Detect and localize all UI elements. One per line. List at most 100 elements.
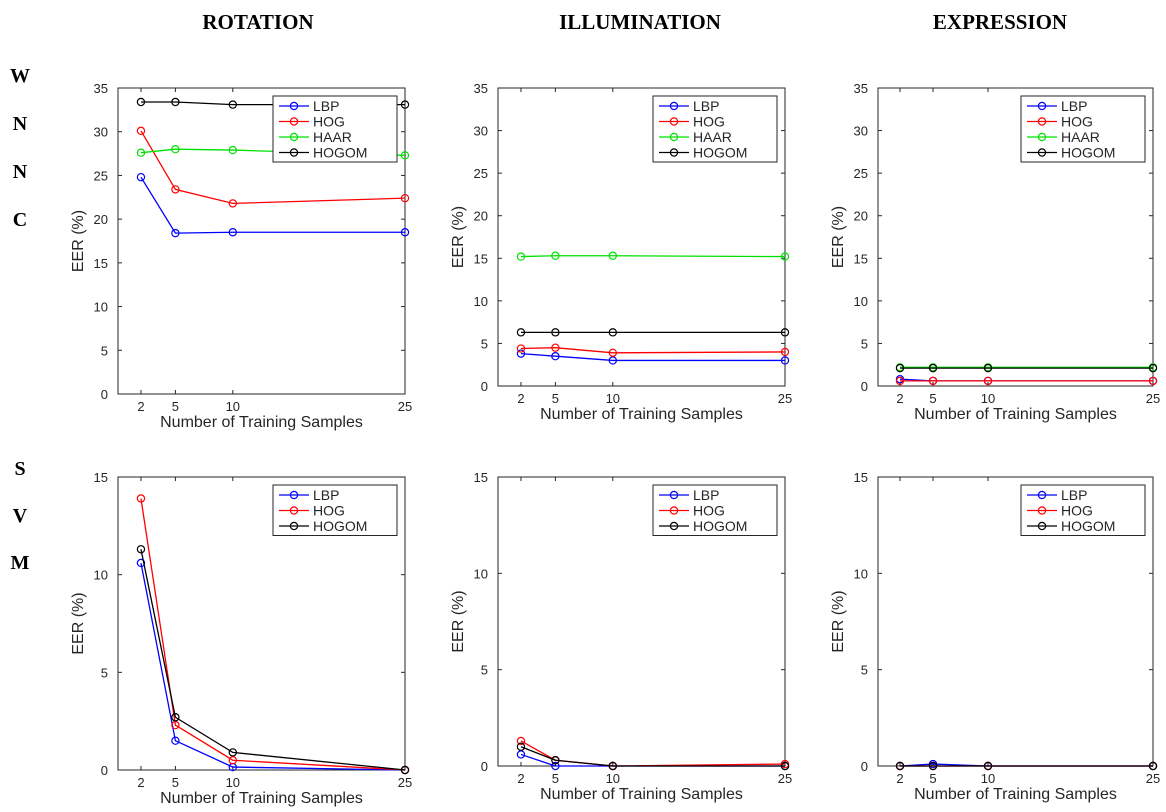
y-tick-label: 10 bbox=[854, 566, 868, 581]
data-point-hogom bbox=[608, 328, 618, 337]
legend-label-hogom: HOGOM bbox=[313, 145, 367, 161]
data-point-hogom bbox=[551, 328, 560, 337]
legend-label-hog: HOG bbox=[693, 503, 725, 519]
x-tick-label: 5 bbox=[929, 771, 936, 786]
y-tick-label: 25 bbox=[94, 168, 108, 183]
series-line-haar bbox=[520, 255, 786, 258]
x-axis-label: Number of Training Samples bbox=[540, 786, 743, 803]
y-tick-label: 0 bbox=[481, 759, 488, 774]
x-tick-label: 2 bbox=[517, 771, 524, 786]
legend-marker-haar bbox=[289, 132, 299, 142]
y-tick-label: 30 bbox=[854, 124, 868, 139]
x-tick-label: 25 bbox=[398, 775, 412, 790]
legend-label-hogom: HOGOM bbox=[693, 518, 747, 534]
legend-box bbox=[1020, 95, 1146, 163]
data-point-lbp bbox=[551, 352, 560, 361]
y-axis-label: EER (%) bbox=[830, 206, 847, 268]
data-point-hogom bbox=[895, 363, 905, 373]
row-label-letter: M bbox=[10, 552, 30, 574]
y-tick-label: 5 bbox=[481, 336, 488, 351]
y-tick-label: 10 bbox=[474, 294, 488, 309]
legend-marker-hogom bbox=[1037, 521, 1047, 531]
legend-marker-hog bbox=[289, 506, 299, 515]
data-point-hogom bbox=[516, 742, 526, 751]
x-tick-label: 10 bbox=[981, 391, 995, 406]
x-tick-label: 5 bbox=[929, 391, 936, 406]
data-point-hog bbox=[1148, 376, 1158, 386]
data-point-hogom bbox=[780, 761, 790, 771]
y-tick-label: 5 bbox=[101, 665, 108, 680]
y-tick-label: 0 bbox=[101, 387, 108, 402]
legend-marker-hog bbox=[669, 117, 679, 126]
data-point-hogom bbox=[928, 363, 938, 373]
x-axis-label: Number of Training Samples bbox=[160, 414, 363, 431]
x-tick-label: 10 bbox=[226, 775, 240, 790]
column-title-expression: EXPRESSION bbox=[932, 10, 1068, 34]
y-tick-label: 5 bbox=[101, 343, 108, 358]
legend-marker-hog bbox=[1037, 117, 1047, 126]
data-point-hogom bbox=[400, 765, 410, 775]
legend-marker-hog bbox=[289, 117, 299, 126]
data-point-hog bbox=[983, 376, 993, 386]
data-point-lbp bbox=[171, 228, 180, 238]
series-line-lbp bbox=[140, 562, 406, 771]
data-point-hogom bbox=[171, 713, 180, 722]
data-point-lbp bbox=[136, 172, 146, 182]
x-tick-label: 10 bbox=[606, 391, 620, 406]
data-point-haar bbox=[551, 251, 560, 260]
y-tick-label: 15 bbox=[854, 470, 868, 485]
data-point-hog bbox=[171, 720, 180, 730]
series-line-hog bbox=[520, 740, 786, 767]
x-tick-label: 25 bbox=[1146, 391, 1160, 406]
series-line-hog bbox=[140, 498, 406, 771]
y-tick-label: 10 bbox=[474, 566, 488, 581]
data-point-hog bbox=[895, 376, 905, 386]
data-point-lbp bbox=[551, 761, 560, 771]
y-axis-label: EER (%) bbox=[70, 592, 87, 654]
row-label-letter: S bbox=[14, 458, 26, 480]
data-point-hog bbox=[780, 347, 790, 357]
legend-box bbox=[272, 95, 398, 163]
legend-marker-lbp bbox=[669, 101, 679, 111]
data-point-hog bbox=[228, 199, 237, 208]
row-label-letter: N bbox=[12, 113, 28, 135]
y-tick-label: 5 bbox=[861, 336, 868, 351]
data-point-lbp bbox=[136, 558, 146, 568]
legend-marker-lbp bbox=[289, 101, 299, 111]
legend-label-hogom: HOGOM bbox=[1061, 518, 1115, 534]
data-point-haar bbox=[136, 148, 146, 157]
legend-marker-hogom bbox=[669, 148, 679, 157]
y-tick-label: 15 bbox=[94, 256, 108, 271]
row-label-letter: C bbox=[12, 209, 28, 231]
x-tick-label: 2 bbox=[896, 771, 903, 786]
x-tick-label: 25 bbox=[778, 771, 792, 786]
legend-label-hogom: HOGOM bbox=[1061, 145, 1115, 161]
y-tick-label: 25 bbox=[474, 166, 488, 181]
data-point-haar bbox=[171, 144, 180, 154]
legend-label-hogom: HOGOM bbox=[313, 518, 367, 534]
legend-marker-hogom bbox=[669, 521, 679, 531]
x-axis-label: Number of Training Samples bbox=[914, 786, 1117, 803]
legend-marker-hogom bbox=[289, 521, 299, 531]
data-point-hogom bbox=[1148, 761, 1158, 771]
y-axis-label: EER (%) bbox=[70, 210, 87, 272]
plot-frame bbox=[117, 476, 406, 771]
plot-frame bbox=[877, 87, 1154, 387]
y-tick-label: 35 bbox=[854, 81, 868, 96]
y-tick-label: 35 bbox=[474, 81, 488, 96]
legend-marker-lbp bbox=[1037, 101, 1047, 111]
row-label-letter: N bbox=[12, 161, 28, 183]
legend-label-hog: HOG bbox=[313, 114, 345, 130]
y-tick-label: 15 bbox=[474, 470, 488, 485]
data-point-lbp bbox=[400, 228, 410, 237]
x-axis-label: Number of Training Samples bbox=[540, 406, 743, 423]
legend-label-haar: HAAR bbox=[313, 129, 352, 145]
series-line-lbp bbox=[140, 176, 405, 234]
legend-label-hog: HOG bbox=[1061, 114, 1093, 130]
